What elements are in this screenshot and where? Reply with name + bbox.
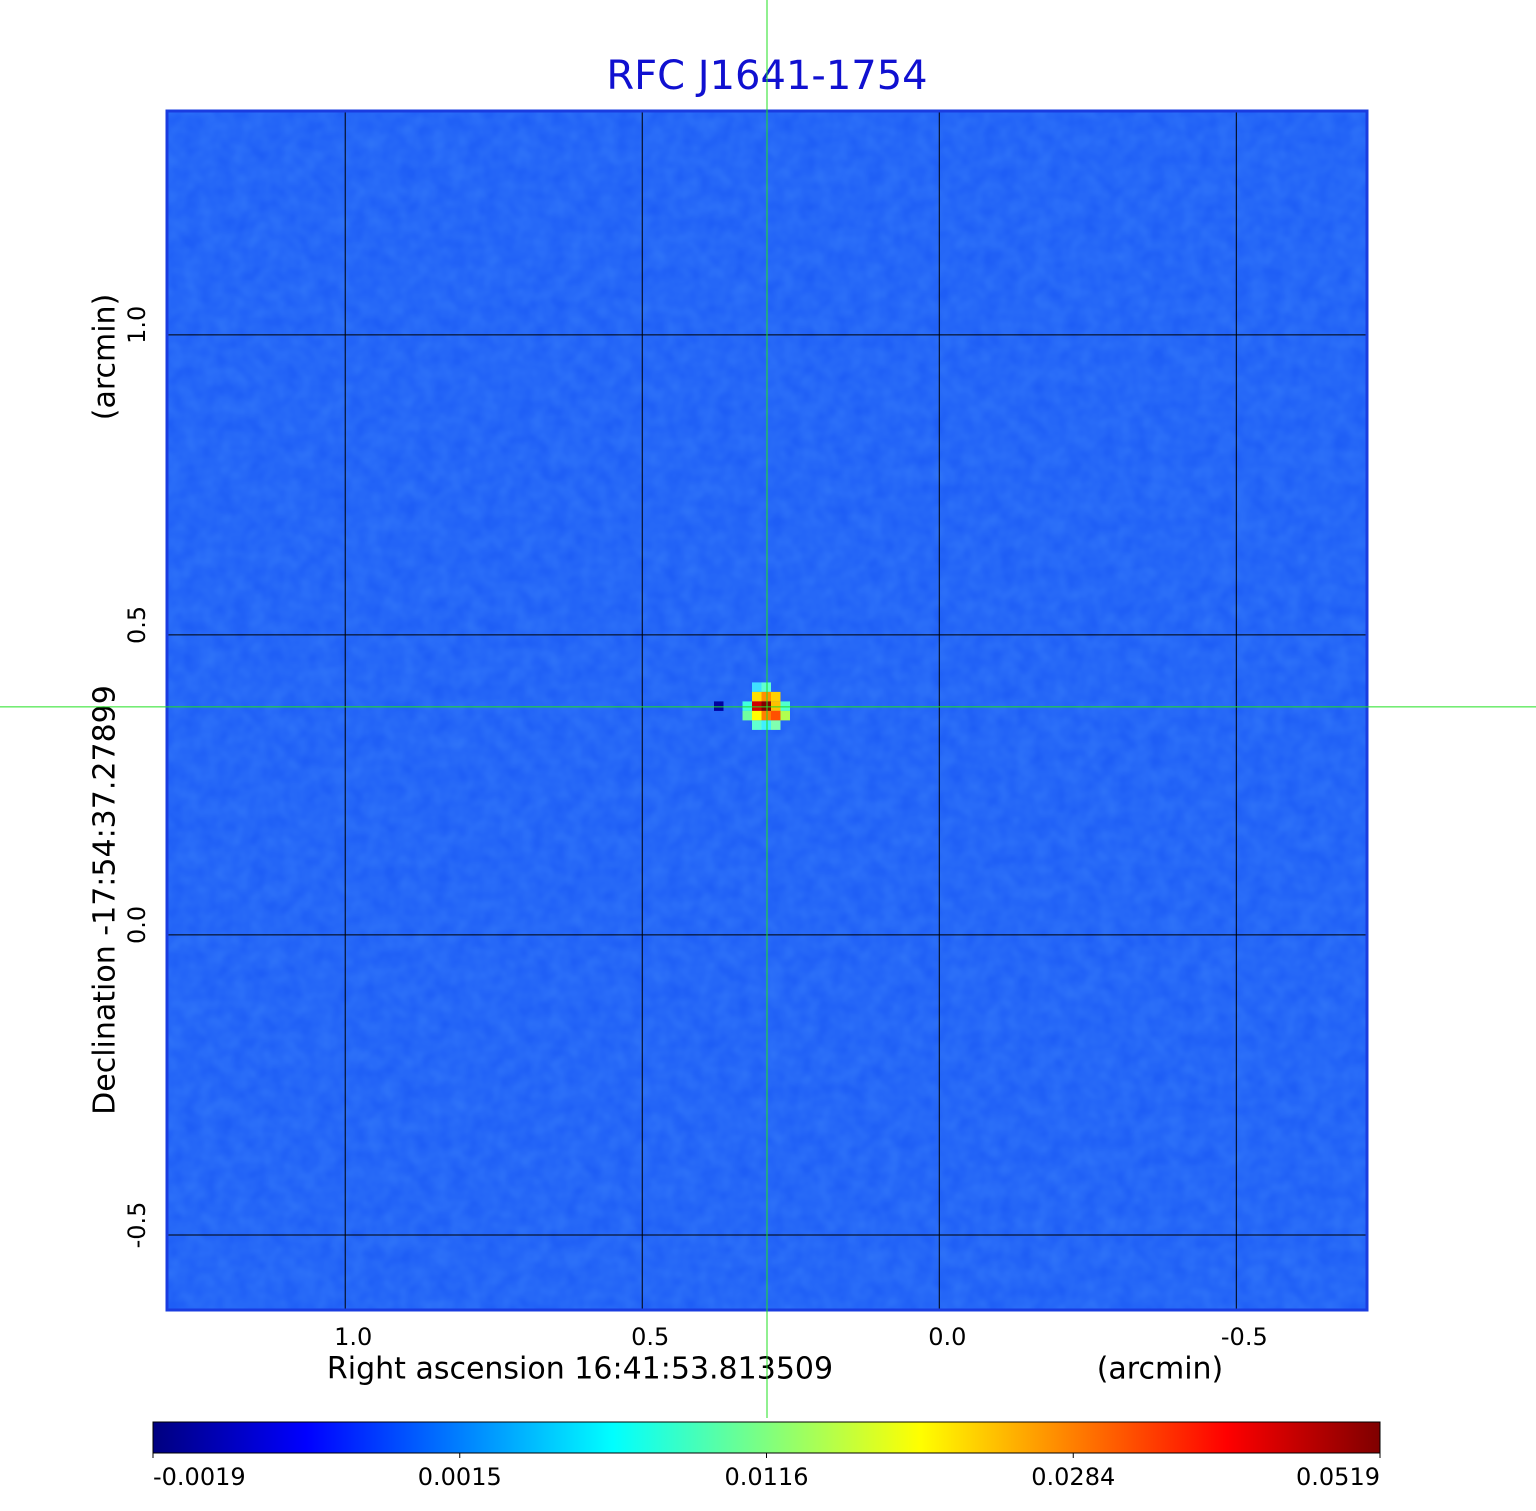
source-pixel bbox=[761, 720, 771, 730]
x-axis-unit: (arcmin) bbox=[1097, 1352, 1224, 1387]
source-pixel bbox=[752, 720, 762, 730]
source-pixel bbox=[761, 701, 771, 711]
y-tick-label: 0.0 bbox=[123, 906, 151, 944]
y-tick-label: 1.0 bbox=[123, 306, 151, 344]
y-axis-label: Declination -17:54:37.27899 bbox=[88, 685, 123, 1115]
y-tick-label: -0.5 bbox=[123, 1202, 151, 1249]
source-pixel bbox=[742, 701, 752, 711]
source-pixel bbox=[780, 701, 790, 711]
source-pixel bbox=[771, 710, 781, 721]
source-pixel bbox=[752, 691, 762, 702]
source-pixel bbox=[752, 710, 762, 721]
source-pixel bbox=[752, 701, 762, 711]
source-pixel bbox=[771, 720, 781, 730]
colorbar-tick-label: 0.0284 bbox=[1031, 1463, 1115, 1491]
colorbar-tick-label: 0.0519 bbox=[1296, 1463, 1380, 1491]
x-tick-label: -0.5 bbox=[1221, 1323, 1268, 1351]
colorbar-tick-label: 0.0015 bbox=[418, 1463, 502, 1491]
colorbar-tick-label: 0.0116 bbox=[725, 1463, 809, 1491]
source-pixel bbox=[771, 701, 781, 711]
source-pixel bbox=[742, 710, 752, 721]
source-pixel bbox=[761, 691, 771, 702]
source-pixel bbox=[752, 682, 762, 692]
x-tick-label: 0.5 bbox=[631, 1323, 669, 1351]
source-pixel bbox=[780, 710, 790, 721]
colorbar-tick-label: -0.0019 bbox=[153, 1463, 246, 1491]
source-pixel bbox=[714, 701, 724, 711]
colorbar bbox=[152, 1421, 1381, 1454]
x-tick-label: 1.0 bbox=[334, 1323, 372, 1351]
source-pixel bbox=[761, 710, 771, 721]
y-tick-label: 0.5 bbox=[123, 606, 151, 644]
source-pixel bbox=[761, 682, 771, 692]
x-tick-label: 0.0 bbox=[928, 1323, 966, 1351]
source-pixel bbox=[771, 691, 781, 702]
x-axis-label: Right ascension 16:41:53.813509 bbox=[327, 1352, 833, 1387]
y-axis-unit: (arcmin) bbox=[88, 294, 123, 421]
